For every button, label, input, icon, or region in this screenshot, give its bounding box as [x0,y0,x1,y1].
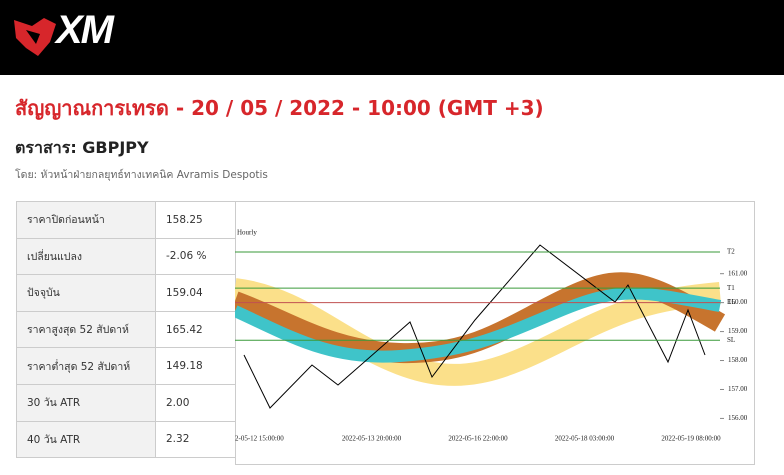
chart-title: Hourly [237,229,257,237]
band [235,278,721,386]
band [235,287,722,363]
table-row: เปลี่ยนแปลง -2.06 % [16,237,236,276]
cell-value: 158.25 [155,201,236,239]
y-tick-label: 158.00 [728,356,748,364]
instrument: ตราสาร: GBPJPY [15,138,149,157]
header: XM [0,0,784,75]
x-tick-label: 2022-05-19 08:00:00 [661,435,721,443]
y-tick-label: 157.00 [728,385,748,393]
x-tick-label: 2022-05-18 03:00:00 [555,435,615,443]
chart: Hourly 156.00 157.00 158.00 159.00 160.00 161… [235,201,755,465]
cell-label: ราคาต่ำสุด 52 สัปดาห์ [16,347,156,385]
table-row: ราคาต่ำสุด 52 สัปดาห์ 149.18 [16,347,236,385]
table-row: ราคาสูงสุด 52 สัปดาห์ 165.42 [16,310,236,349]
x-tick-label: 2-05-12 15:00:00 [235,435,284,443]
cell-value: 159.04 [155,274,236,312]
table-row: ราคาปิดก่อนหน้า 158.25 [16,201,236,239]
x-tick-label: 2022-05-16 22:00:00 [448,435,508,443]
cell-label: ราคาสูงสุด 52 สัปดาห์ [16,310,156,349]
title: สัญญาณการเทรด - 20 / 05 / 2022 - 10:00 (… [15,96,544,120]
level-label: T2 [727,248,735,256]
y-tick-label: 156.00 [728,414,748,422]
logo: XM [56,8,114,52]
stats-table: ราคาปิดก่อนหน้า 158.25 เปลี่ยนแปลง -2.06 % ป… [16,201,236,459]
cell-label: ราคาปิดก่อนหน้า [16,201,156,239]
y-tick-label: 159.00 [728,327,748,335]
x-tick-label: 2022-05-13 20:00:00 [342,435,402,443]
cell-value: -2.06 % [155,237,236,276]
cell-value: 165.42 [155,310,236,349]
zigzag [243,244,706,409]
cell-value: 2.32 [155,420,236,459]
level-label: T1 [727,284,735,292]
level-label: SL [727,336,735,344]
table-row: 40 วัน ATR 2.32 [16,420,236,459]
cell-label: ปัจจุบัน [16,274,156,312]
cell-value: 149.18 [155,347,236,385]
author: โดย: หัวหน้าฝ่ายกลยุทธ์ทางเทคนิค Avramis… [15,169,268,181]
logo-icon [14,18,56,56]
y-tick-label: 160.00 [728,298,748,306]
y-tick-label: 161.00 [728,269,748,277]
level-label: EL [727,298,736,306]
cell-label: 40 วัน ATR [16,420,156,459]
cell-label: เปลี่ยนแปลง [16,237,156,276]
cell-label: 30 วัน ATR [16,383,156,422]
table-row: ปัจจุบัน 159.04 [16,274,236,312]
cell-value: 2.00 [155,383,236,422]
table-row: 30 วัน ATR 2.00 [16,383,236,422]
